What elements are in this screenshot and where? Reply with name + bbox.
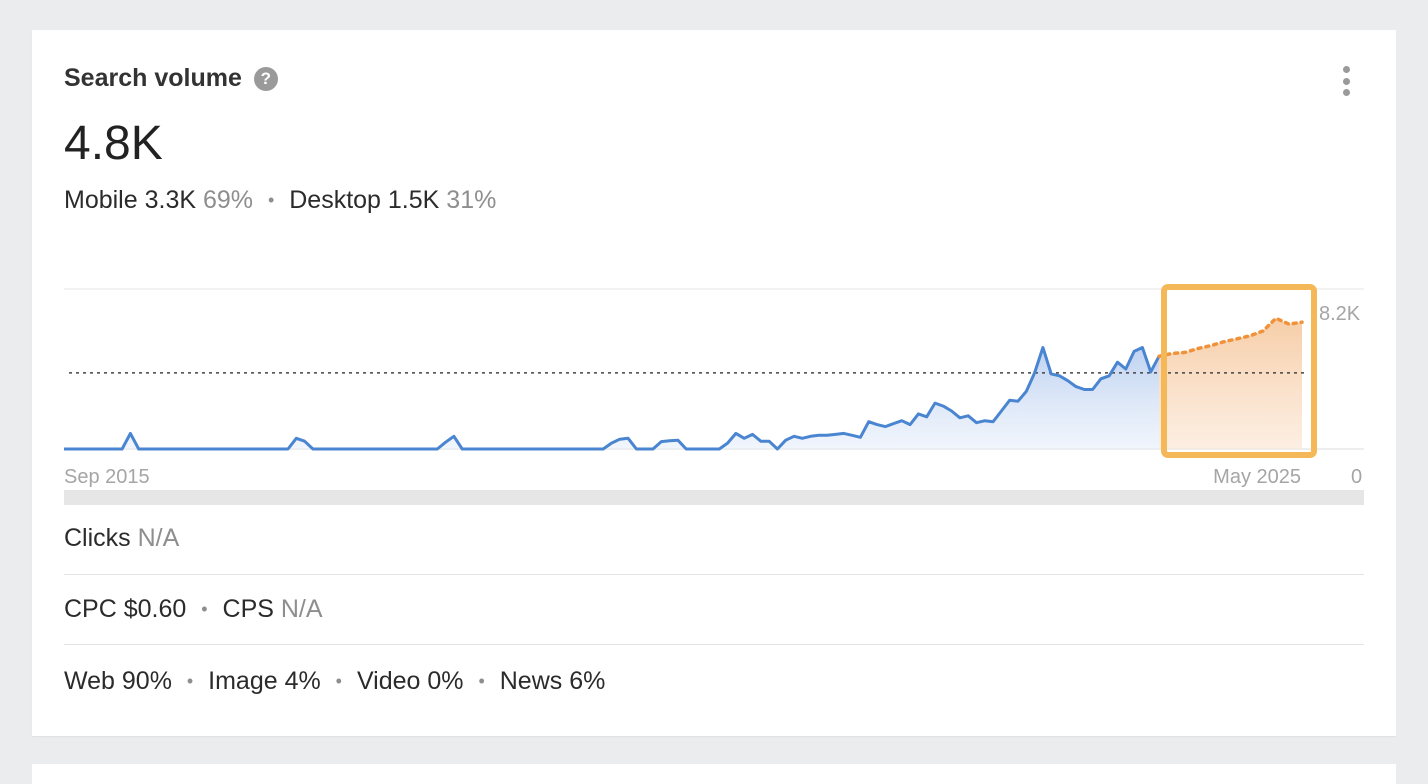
history-line: [64, 346, 1161, 451]
separator-dot: •: [478, 671, 485, 691]
clicks-value: N/A: [137, 524, 180, 552]
search-volume-value: 4.8K: [64, 117, 163, 170]
desktop-volume: Desktop 1.5K: [289, 186, 440, 214]
history-area: [64, 347, 1159, 449]
search-volume-chart: 8.2K Sep 2015 May 2025 0: [64, 250, 1384, 490]
cpc-value: CPC $0.60: [64, 595, 187, 623]
separator-dot: •: [267, 190, 275, 210]
mobile-percent: 69%: [202, 186, 254, 214]
forecast-line: [1157, 316, 1304, 359]
next-card: [32, 764, 1396, 784]
clicks-label: Clicks: [64, 524, 131, 552]
card-header: Search volume ?: [64, 64, 278, 93]
clicks-row: Clicks N/A: [64, 524, 1364, 575]
cpc-row: CPC $0.60 • CPS N/A: [64, 595, 1364, 645]
cps-value: N/A: [280, 595, 323, 623]
forecast-area: [1159, 318, 1302, 449]
chart-svg: 8.2K Sep 2015 May 2025 0: [64, 284, 1364, 488]
question-circle-icon[interactable]: ?: [253, 66, 278, 91]
y-max-label: 8.2K: [1319, 303, 1361, 325]
divider-bar: [64, 490, 1364, 505]
video-share: Video 0%: [356, 667, 464, 695]
separator-dot: •: [201, 599, 208, 619]
kebab-menu-icon[interactable]: [1340, 66, 1352, 96]
x-start-label: Sep 2015: [64, 466, 150, 488]
device-split: Mobile 3.3K 69% • Desktop 1.5K 31%: [64, 186, 496, 215]
separator-dot: •: [186, 671, 194, 691]
forecast-highlight-box: [1161, 284, 1317, 458]
serp-distribution-row: Web 90% • Image 4% • Video 0% • News 6%: [64, 667, 1364, 696]
mobile-volume: Mobile 3.3K: [64, 186, 197, 214]
cps-label: CPS: [222, 595, 274, 623]
image-share: Image 4%: [208, 667, 321, 695]
separator-dot: •: [335, 671, 342, 691]
card-title: Search volume: [64, 64, 242, 92]
news-share: News 6%: [499, 667, 606, 695]
search-volume-card: Search volume ? 4.8K Mobile 3.3K 69% • D…: [32, 30, 1396, 736]
y-min-label: 0: [1351, 466, 1362, 488]
desktop-percent: 31%: [446, 186, 497, 214]
x-end-label: May 2025: [1213, 466, 1301, 488]
web-share: Web 90%: [64, 667, 172, 695]
